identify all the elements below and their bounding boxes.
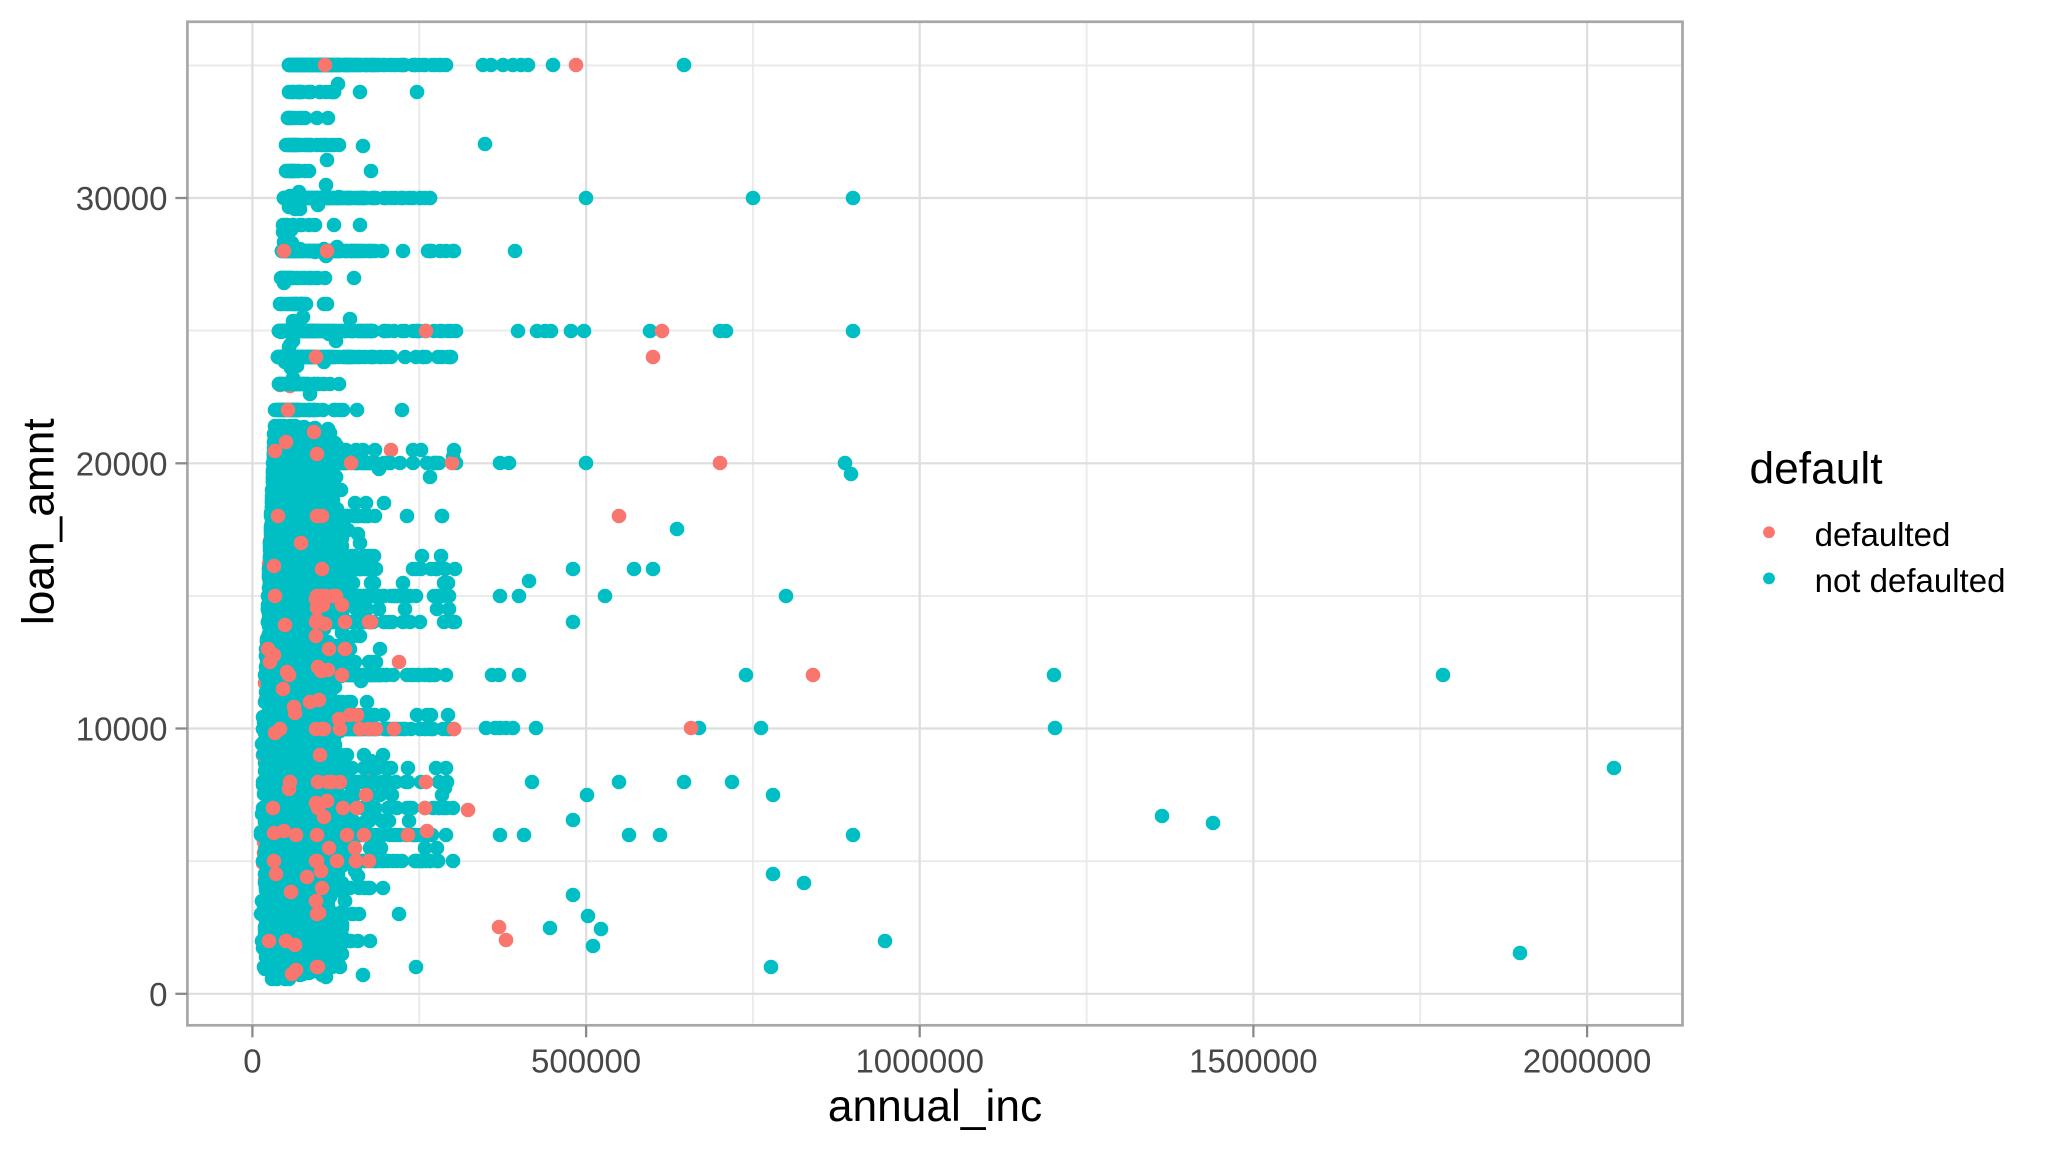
svg-text:500000: 500000 [531, 1043, 641, 1080]
svg-text:20000: 20000 [76, 445, 168, 482]
svg-text:default: default [1750, 444, 1883, 493]
svg-text:0: 0 [149, 976, 167, 1013]
svg-text:not defaulted: not defaulted [1815, 562, 2006, 599]
svg-text:0: 0 [243, 1043, 261, 1080]
svg-text:1000000: 1000000 [855, 1043, 983, 1080]
svg-text:10000: 10000 [76, 711, 168, 748]
svg-text:annual_inc: annual_inc [828, 1082, 1042, 1131]
svg-text:2000000: 2000000 [1523, 1043, 1651, 1080]
svg-text:1500000: 1500000 [1189, 1043, 1317, 1080]
svg-text:30000: 30000 [76, 180, 168, 217]
svg-text:defaulted: defaulted [1815, 516, 1951, 553]
svg-text:loan_amnt: loan_amnt [15, 418, 64, 625]
